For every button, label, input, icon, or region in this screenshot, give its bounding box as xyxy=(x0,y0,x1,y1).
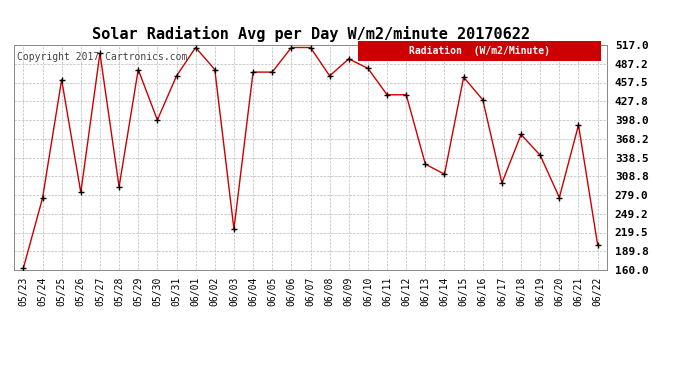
Text: Radiation  (W/m2/Minute): Radiation (W/m2/Minute) xyxy=(409,46,550,56)
Title: Solar Radiation Avg per Day W/m2/minute 20170622: Solar Radiation Avg per Day W/m2/minute … xyxy=(92,27,529,42)
Text: Copyright 2017 Cartronics.com: Copyright 2017 Cartronics.com xyxy=(17,52,187,62)
FancyBboxPatch shape xyxy=(358,40,601,61)
